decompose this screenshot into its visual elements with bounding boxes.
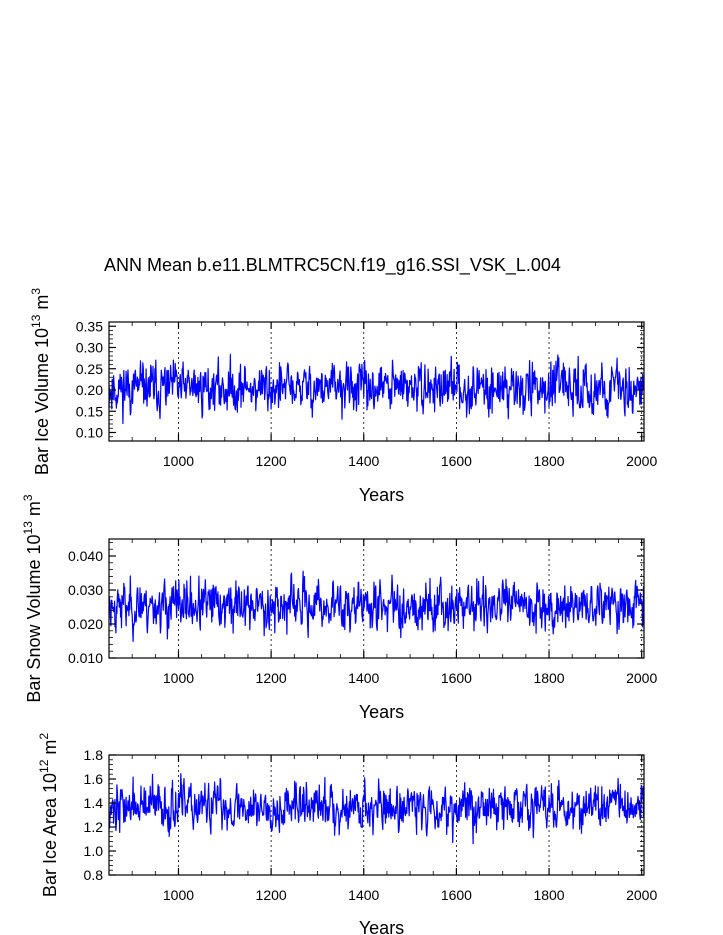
y-tick-label: 1.6 xyxy=(84,771,104,787)
y-tick-label: 0.010 xyxy=(68,650,103,666)
x-tick-label: 2000 xyxy=(626,453,657,469)
x-tick-label: 1600 xyxy=(441,670,472,686)
y-tick-label: 0.10 xyxy=(76,425,103,441)
panel-3: 1000 1200 1400 1600 1800 2000 0.8 1.0 1.2 1.4 1.6 1… xyxy=(37,733,657,935)
x-tick-label: 1800 xyxy=(533,453,564,469)
panel-1: 1000 1200 1400 1600 1800 2000 0.10 0.15 0.20 0.25… xyxy=(29,288,657,505)
x-tick-label: 1400 xyxy=(348,453,379,469)
y-tick-label: 0.15 xyxy=(76,403,103,419)
y-tick-label: 0.020 xyxy=(68,616,103,632)
chart-title: ANN Mean b.e11.BLMTRC5CN.f19_g16.SSI_VSK… xyxy=(104,255,561,276)
y-axis-label: Bar Ice Volume 1013 m3 xyxy=(29,288,52,475)
x-tick-label: 1600 xyxy=(441,887,472,903)
series-line xyxy=(108,353,645,425)
y-tick-label: 0.20 xyxy=(76,382,103,398)
x-tick-label: 1000 xyxy=(163,453,194,469)
y-tick-label: 1.8 xyxy=(84,747,104,763)
y-tick-label: 0.35 xyxy=(76,318,103,334)
x-tick-label: 1800 xyxy=(533,670,564,686)
y-axis-label: Bar Ice Area 1012 m2 xyxy=(37,733,60,897)
y-tick-label: 0.040 xyxy=(68,548,103,564)
series-line xyxy=(108,570,645,643)
x-axis-label: Years xyxy=(359,485,404,505)
x-tick-label: 1400 xyxy=(348,887,379,903)
plot-frame xyxy=(108,754,645,876)
x-tick-label: 1800 xyxy=(533,887,564,903)
y-tick-label: 0.030 xyxy=(68,582,103,598)
x-axis-label: Years xyxy=(359,702,404,722)
x-axis-label: Years xyxy=(359,918,404,935)
y-tick-label: 1.4 xyxy=(84,795,104,811)
x-tick-label: 1200 xyxy=(256,670,287,686)
x-tick-label: 2000 xyxy=(626,887,657,903)
x-tick-label: 1000 xyxy=(163,670,194,686)
y-tick-label: 0.30 xyxy=(76,340,103,356)
x-tick-label: 2000 xyxy=(626,670,657,686)
y-tick-label: 0.25 xyxy=(76,361,103,377)
series-line xyxy=(108,773,645,845)
panel-2: 1000 1200 1400 1600 1800 2000 0.010 0.020 0.030 0… xyxy=(21,494,657,722)
y-tick-label: 1.0 xyxy=(84,843,104,859)
x-tick-label: 1200 xyxy=(256,887,287,903)
x-tick-label: 1000 xyxy=(163,887,194,903)
y-tick-label: 0.8 xyxy=(84,867,104,883)
x-tick-label: 1200 xyxy=(256,453,287,469)
plot-frame xyxy=(108,538,645,659)
x-tick-label: 1600 xyxy=(441,453,472,469)
y-axis-label: Bar Snow Volume 1013 m3 xyxy=(21,494,44,702)
y-tick-label: 1.2 xyxy=(84,819,104,835)
x-tick-label: 1400 xyxy=(348,670,379,686)
